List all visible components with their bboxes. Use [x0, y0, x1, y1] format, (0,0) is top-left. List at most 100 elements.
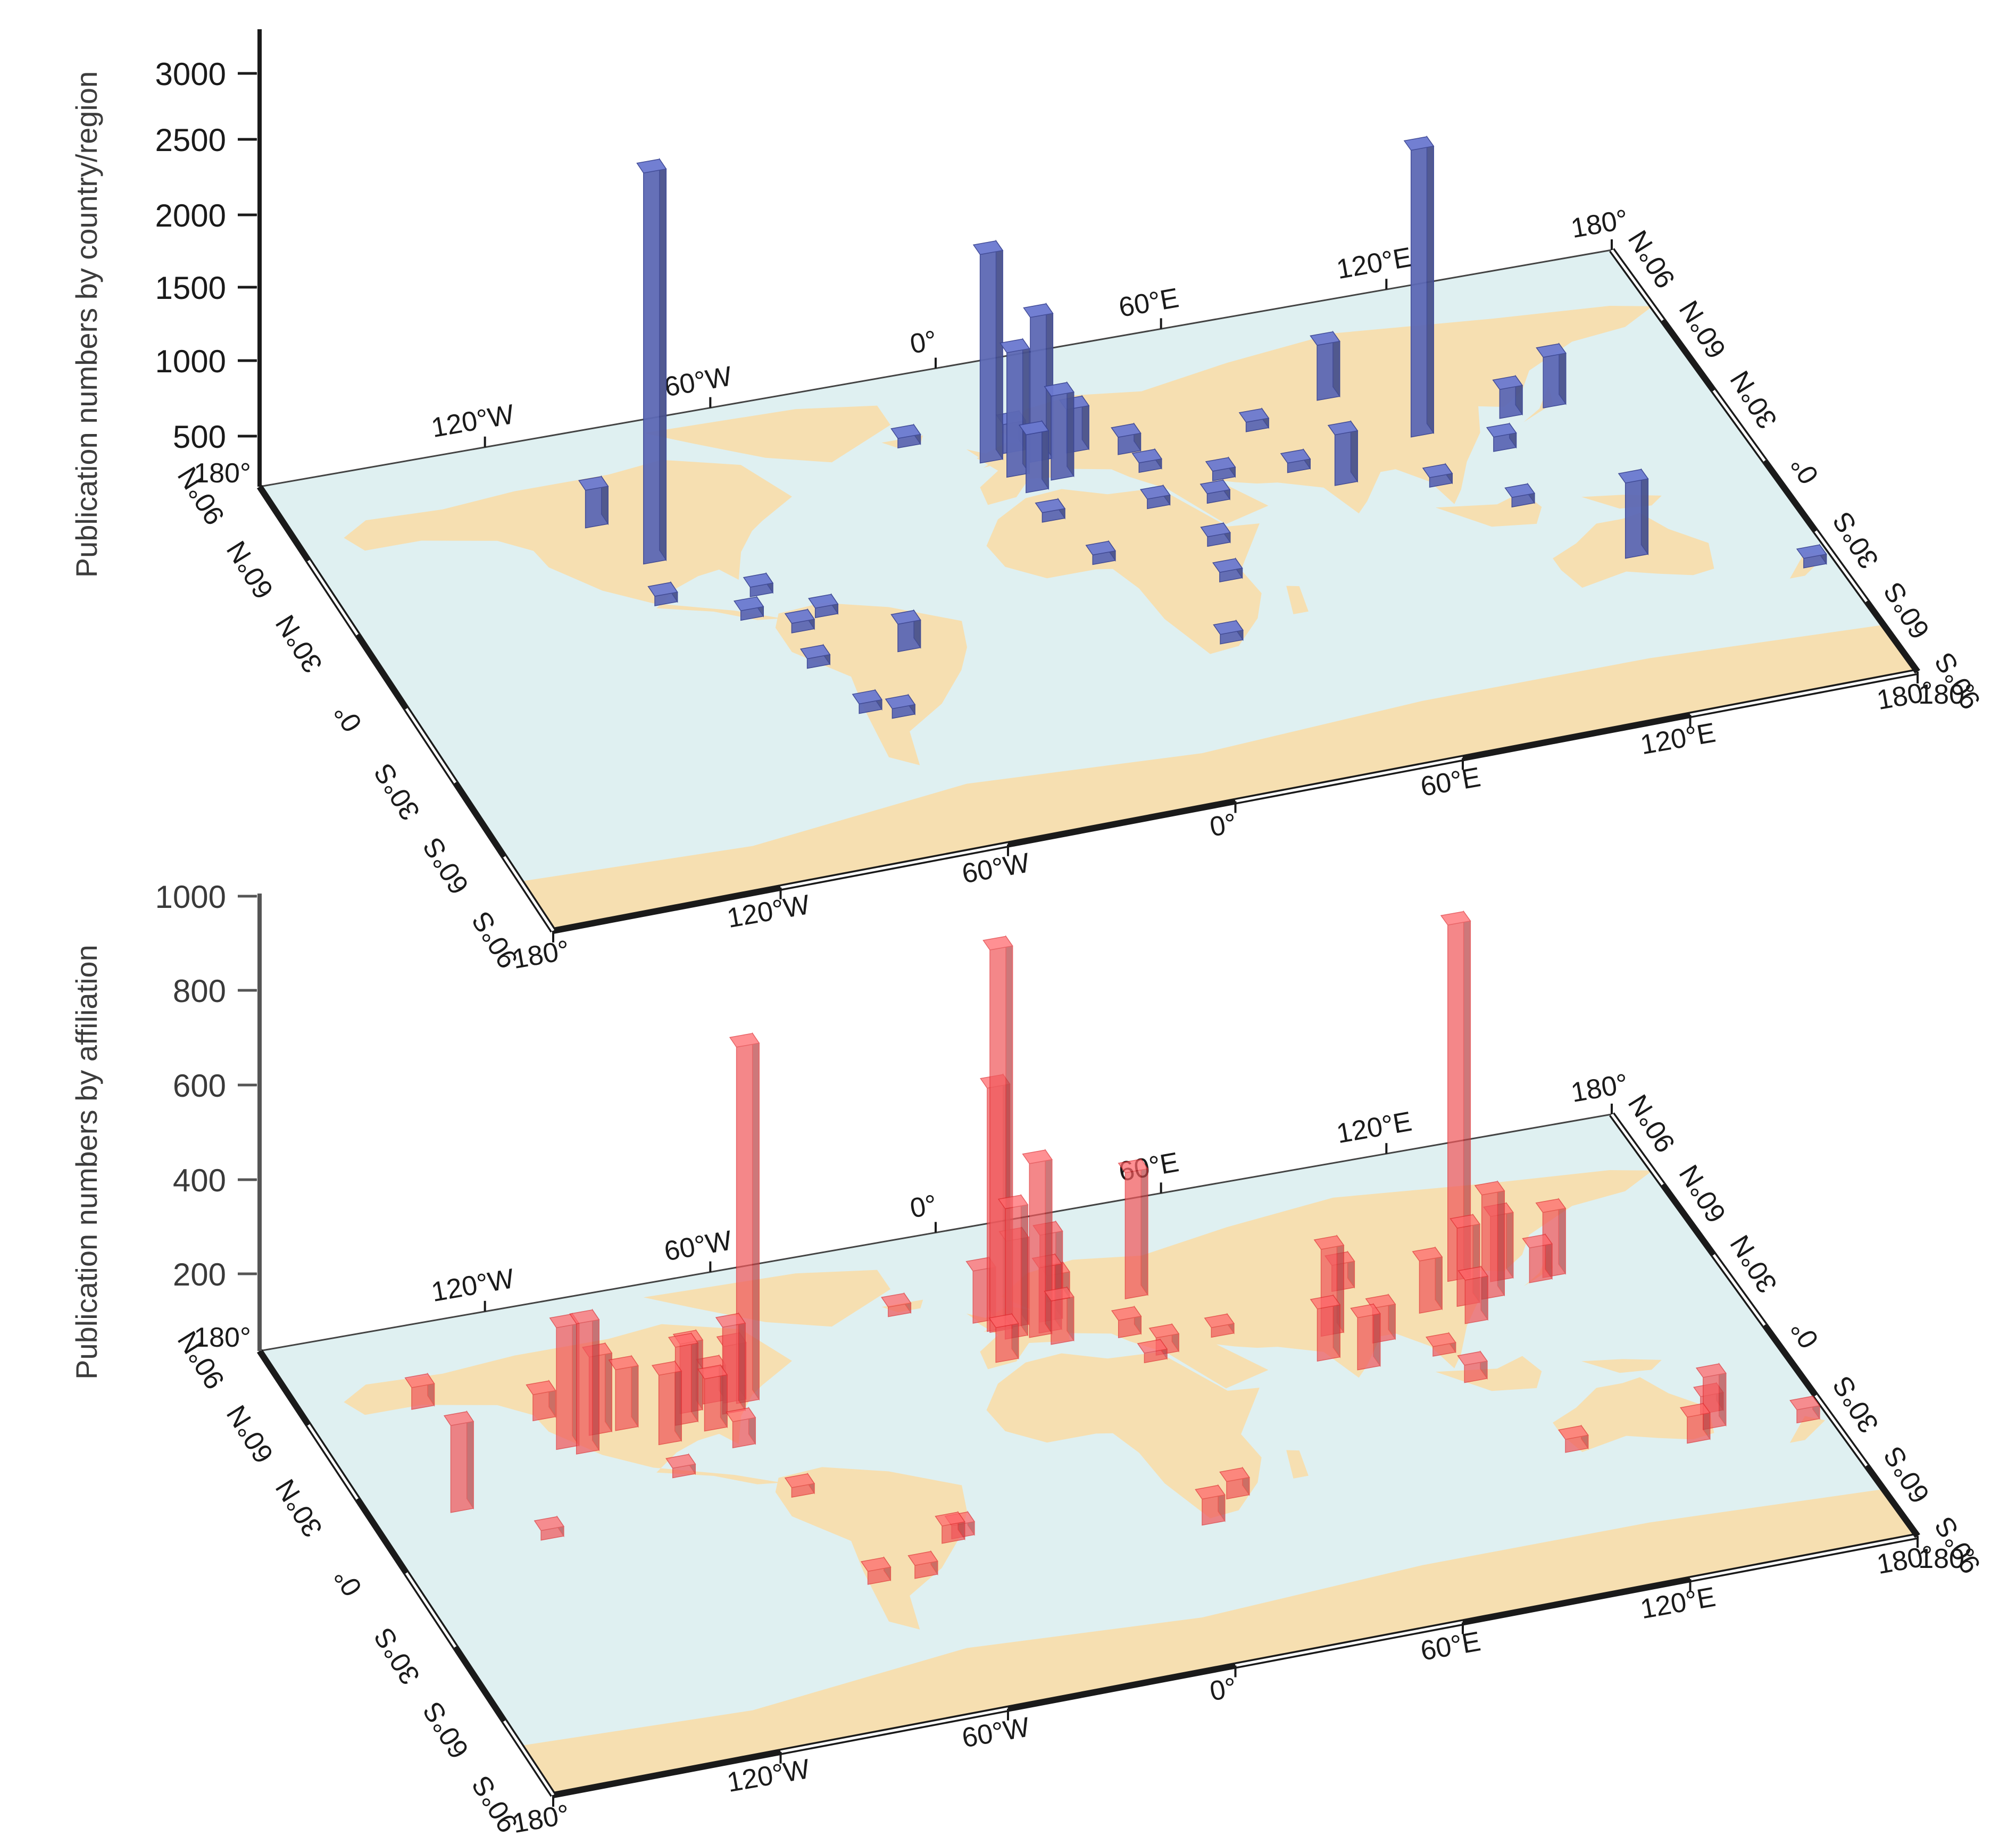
bar-face-side [1558, 1197, 1566, 1275]
frame-edge [405, 708, 457, 784]
bar [1044, 1286, 1074, 1345]
bar-face-top [647, 582, 678, 597]
bar-face-top [1474, 1181, 1505, 1196]
bar [1205, 456, 1236, 481]
bar [1019, 420, 1049, 494]
bar [651, 1360, 682, 1446]
frame-edge [258, 1350, 310, 1426]
bar [852, 688, 883, 714]
bar-face-top [1199, 479, 1231, 495]
lon-tick-label-back: 120°E [1334, 1106, 1414, 1150]
bar [1111, 422, 1142, 455]
bar-face-top [651, 1361, 682, 1376]
bar-face-top [1280, 449, 1311, 464]
bar-face-top [881, 1292, 912, 1308]
bar [1558, 1424, 1589, 1453]
frame-edge [1007, 800, 1236, 846]
bar-face-top [1219, 1467, 1250, 1482]
bar-face-top [784, 609, 815, 624]
bar-face-top [1426, 1332, 1456, 1347]
bar [1422, 463, 1453, 488]
bar [784, 1472, 815, 1498]
bar-face-side [1497, 1180, 1505, 1297]
bar [1403, 135, 1435, 438]
bar-face-side [690, 1332, 698, 1423]
bar [578, 475, 609, 529]
bar-face-top [1213, 620, 1244, 635]
bar-face-top [715, 1313, 746, 1328]
lon-tick-label-back: 180° [1569, 1068, 1630, 1108]
bar-face-top [852, 689, 883, 705]
frame-edge [1661, 1183, 1715, 1256]
land-mass [1553, 1377, 1714, 1452]
bar-face-top [890, 424, 921, 439]
bar [665, 1453, 696, 1479]
frame-edge [780, 1707, 1009, 1754]
map-plane [256, 248, 1920, 934]
frame-edge [1814, 1395, 1868, 1467]
bar [1280, 448, 1311, 473]
bar-face-top [1558, 1425, 1589, 1440]
bar-face-top [1504, 483, 1536, 498]
bar [1310, 1294, 1341, 1362]
bar-face-top [1212, 558, 1243, 573]
corner-label: 180° [1918, 679, 1976, 710]
bars [404, 910, 1821, 1585]
bar-face-side [1640, 468, 1649, 556]
bar-face-top [1140, 485, 1171, 500]
bar-face-side [466, 1410, 474, 1510]
bar-face-top [1044, 382, 1074, 397]
bar [907, 1550, 938, 1579]
lat-tick-label-left: 60°N [221, 536, 280, 604]
land-mass [520, 624, 1918, 931]
lon-tick-label-back: 0° [908, 325, 939, 360]
bar [647, 581, 678, 606]
bar [715, 1312, 746, 1415]
bar [1140, 484, 1171, 510]
lon-tick-label-back: 180° [194, 458, 251, 489]
bar [885, 693, 916, 719]
bar-face-top [1195, 1484, 1226, 1500]
bar-face-top [972, 240, 1004, 255]
land-mass [986, 1352, 1262, 1518]
bar-face-top [1412, 1247, 1443, 1262]
bar [1426, 1331, 1456, 1357]
bar-face-top [1137, 1339, 1168, 1354]
bar-face-top [668, 1333, 699, 1348]
bar-face-side [604, 1342, 612, 1433]
bar [890, 609, 921, 653]
bar-face-top [1019, 420, 1049, 436]
bar [1492, 374, 1523, 419]
bar-face-top [1350, 1304, 1381, 1318]
bar [1486, 422, 1517, 452]
bar-face-top [1238, 408, 1270, 423]
bar-face-top [1205, 457, 1236, 472]
z-tick-label: 2000 [155, 198, 226, 233]
bar-face-top [907, 1551, 938, 1566]
lon-tick-label-back: 180° [194, 1322, 251, 1353]
bar-face-side [738, 1312, 746, 1412]
frame-edge [1235, 1621, 1463, 1667]
bar-face-top [1618, 469, 1649, 483]
frame-edge [258, 486, 310, 562]
bar [997, 1194, 1029, 1340]
bar-face-top [885, 694, 916, 710]
bar-face-top [608, 1355, 639, 1371]
bar [725, 1406, 756, 1448]
bar [935, 1510, 965, 1544]
bar [1796, 543, 1827, 569]
frame-edge [1690, 670, 1918, 716]
bar-face-top [725, 1407, 756, 1422]
lon-tick-label-front: 0° [1207, 808, 1239, 843]
bar [1504, 482, 1536, 508]
bar-face-top [1422, 463, 1453, 478]
bar [1680, 1402, 1711, 1444]
z-tick-label: 1000 [155, 879, 226, 915]
bar-face-top [860, 1557, 892, 1572]
bar-face-side [674, 1360, 682, 1442]
frame-edge [1610, 1113, 1664, 1186]
z-tick-label: 600 [173, 1068, 226, 1104]
z-axis-title: Publication numbers by country/region [70, 71, 103, 578]
bar-face-top [1023, 303, 1054, 318]
